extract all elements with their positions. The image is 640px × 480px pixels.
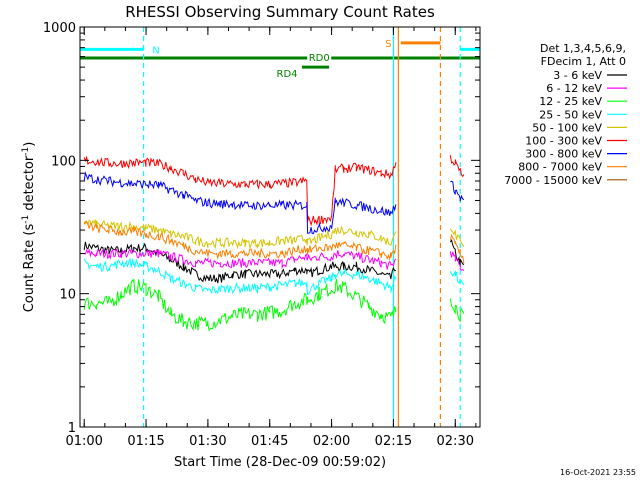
legend-entry-label: 6 - 12 keV <box>546 82 602 95</box>
x-tick-label: 01:30 <box>189 434 226 449</box>
plot-area: N S RD0 RD4 <box>80 27 480 427</box>
legend-entry-label: 800 - 7000 keV <box>518 161 602 174</box>
x-tick-label: 02:30 <box>437 434 474 449</box>
legend-entry-label: 7000 - 15000 keV <box>504 174 602 187</box>
plot-frame <box>79 26 481 428</box>
series-line-7 <box>83 220 465 264</box>
y-axis-label: Count Rate (s-1 detector-1) <box>21 142 37 313</box>
axes: 01:00 01:15 01:30 01:45 02:00 02:15 02:30 1 10 10… <box>43 21 480 449</box>
legend-header-detectors: Det 1,3,4,5,6,9, <box>540 42 626 55</box>
chart-title: RHESSI Observing Summary Count Rates <box>125 3 435 21</box>
x-tick-label: 02:00 <box>313 434 350 449</box>
series-line-2 <box>83 278 465 332</box>
y-tick-label: 1 <box>68 421 76 436</box>
legend-entry-label: 25 - 50 keV <box>539 108 602 121</box>
legend-entry-label: 100 - 300 keV <box>525 135 602 148</box>
footer-timestamp: 16-Oct-2021 23:55 <box>560 468 636 477</box>
legend-entry-label: 12 - 25 keV <box>539 95 602 108</box>
y-tick-label: 1000 <box>43 21 76 36</box>
series-line-6 <box>83 171 465 235</box>
flag-label-rd0: RD0 <box>309 53 330 64</box>
flag-label-n: N <box>152 45 159 56</box>
y-tick-label: 100 <box>51 154 76 169</box>
flag-label-s: S <box>385 39 391 50</box>
legend: Det 1,3,4,5,6,9, FDecim 1, Att 0 3 - 6 k… <box>504 42 627 187</box>
x-axis-label: Start Time (28-Dec-09 00:59:02) <box>174 455 386 470</box>
flag-label-bg <box>307 53 332 63</box>
series-line-1 <box>83 247 465 272</box>
legend-entry-label: 50 - 100 keV <box>532 121 602 134</box>
legend-entry-label: 3 - 6 keV <box>553 69 602 82</box>
x-tick-label: 01:45 <box>251 434 288 449</box>
y-tick-label: 10 <box>59 288 76 303</box>
x-tick-label: 01:15 <box>127 434 164 449</box>
legend-header-decimation: FDecim 1, Att 0 <box>541 55 626 68</box>
x-tick-label: 02:15 <box>375 434 412 449</box>
series-line-3 <box>83 257 465 296</box>
series-line-4 <box>83 219 465 250</box>
flag-label-rd4: RD4 <box>277 69 298 80</box>
x-tick-label: 01:00 <box>65 434 102 449</box>
series-line-5 <box>83 155 465 227</box>
series-line-0 <box>83 239 465 284</box>
legend-entry-label: 300 - 800 keV <box>525 148 602 161</box>
